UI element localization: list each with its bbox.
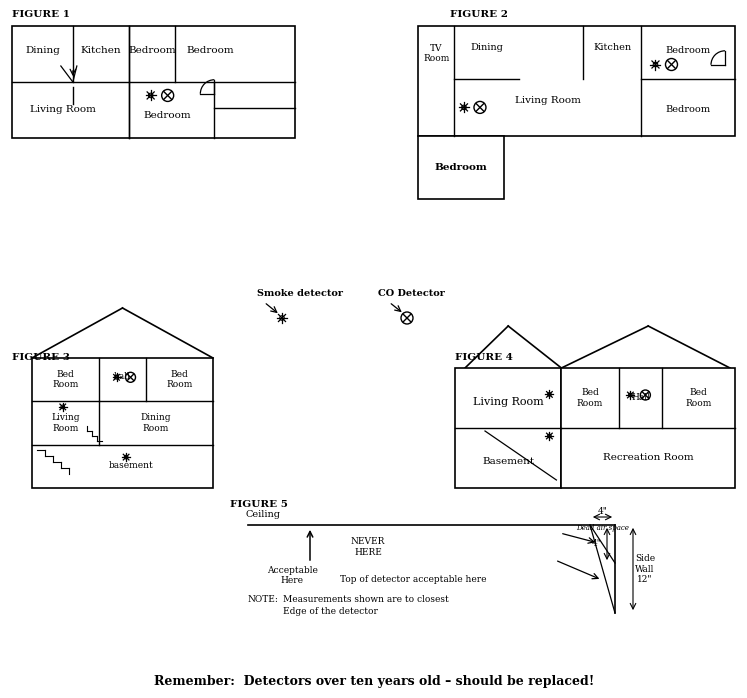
Text: 4": 4"	[598, 507, 607, 516]
Text: Living Room: Living Room	[30, 105, 96, 114]
Bar	[562, 368, 735, 488]
Text: Bed
Room: Bed Room	[52, 370, 78, 389]
Text: NEVER
HERE: NEVER HERE	[351, 537, 385, 557]
Bar	[32, 358, 213, 488]
Text: Bed
Room: Bed Room	[167, 370, 193, 389]
Text: Living Room: Living Room	[473, 396, 544, 407]
Bar	[418, 26, 735, 136]
Text: Dining: Dining	[25, 46, 60, 55]
Text: FIGURE 4: FIGURE 4	[455, 353, 513, 362]
Text: Ceiling: Ceiling	[245, 510, 280, 519]
Bar	[418, 136, 503, 199]
Bar	[455, 368, 562, 488]
Text: Hall: Hall	[631, 394, 650, 403]
Text: Bedroom: Bedroom	[666, 105, 711, 114]
Text: Bedroom: Bedroom	[128, 46, 176, 55]
Text: Acceptable
Here: Acceptable Here	[267, 566, 317, 586]
Text: Bedroom: Bedroom	[143, 111, 191, 120]
Text: FIGURE 1: FIGURE 1	[12, 10, 70, 19]
Text: hall: hall	[114, 372, 131, 381]
Text: Living Room: Living Room	[515, 96, 581, 105]
Text: Remember:  Detectors over ten years old – should be replaced!: Remember: Detectors over ten years old –…	[154, 676, 594, 688]
Text: Smoke detector: Smoke detector	[257, 290, 343, 299]
Text: Side
Wall
12": Side Wall 12"	[635, 554, 655, 584]
Text: Bedroom: Bedroom	[666, 45, 711, 54]
Text: Bedroom: Bedroom	[186, 46, 234, 55]
Text: Dead air space: Dead air space	[576, 524, 629, 532]
Text: Bedroom: Bedroom	[435, 163, 487, 172]
Text: FIGURE 5: FIGURE 5	[230, 500, 288, 509]
Text: Basement: Basement	[482, 457, 534, 466]
Text: Recreation Room: Recreation Room	[603, 454, 693, 463]
Text: CO Detector: CO Detector	[378, 290, 445, 299]
Text: Dining
Room: Dining Room	[140, 413, 171, 433]
Text: Top of detector acceptable here: Top of detector acceptable here	[340, 575, 486, 584]
Text: basement: basement	[109, 461, 154, 470]
Text: Dining: Dining	[471, 43, 503, 52]
Text: Living
Room: Living Room	[52, 413, 80, 433]
Text: Edge of the detector: Edge of the detector	[283, 607, 378, 616]
Text: NOTE:: NOTE:	[248, 595, 279, 604]
Bar	[12, 26, 295, 138]
Text: Kitchen: Kitchen	[80, 46, 120, 55]
Text: Bed
Room: Bed Room	[577, 388, 604, 408]
Text: TV
Room: TV Room	[423, 44, 450, 64]
Text: Bed
Room: Bed Room	[685, 388, 712, 408]
Text: 4": 4"	[592, 540, 602, 549]
Text: FIGURE 2: FIGURE 2	[450, 10, 508, 19]
Text: Kitchen: Kitchen	[593, 43, 631, 52]
Text: FIGURE 3: FIGURE 3	[12, 353, 70, 362]
Text: Measurements shown are to closest: Measurements shown are to closest	[283, 595, 449, 604]
